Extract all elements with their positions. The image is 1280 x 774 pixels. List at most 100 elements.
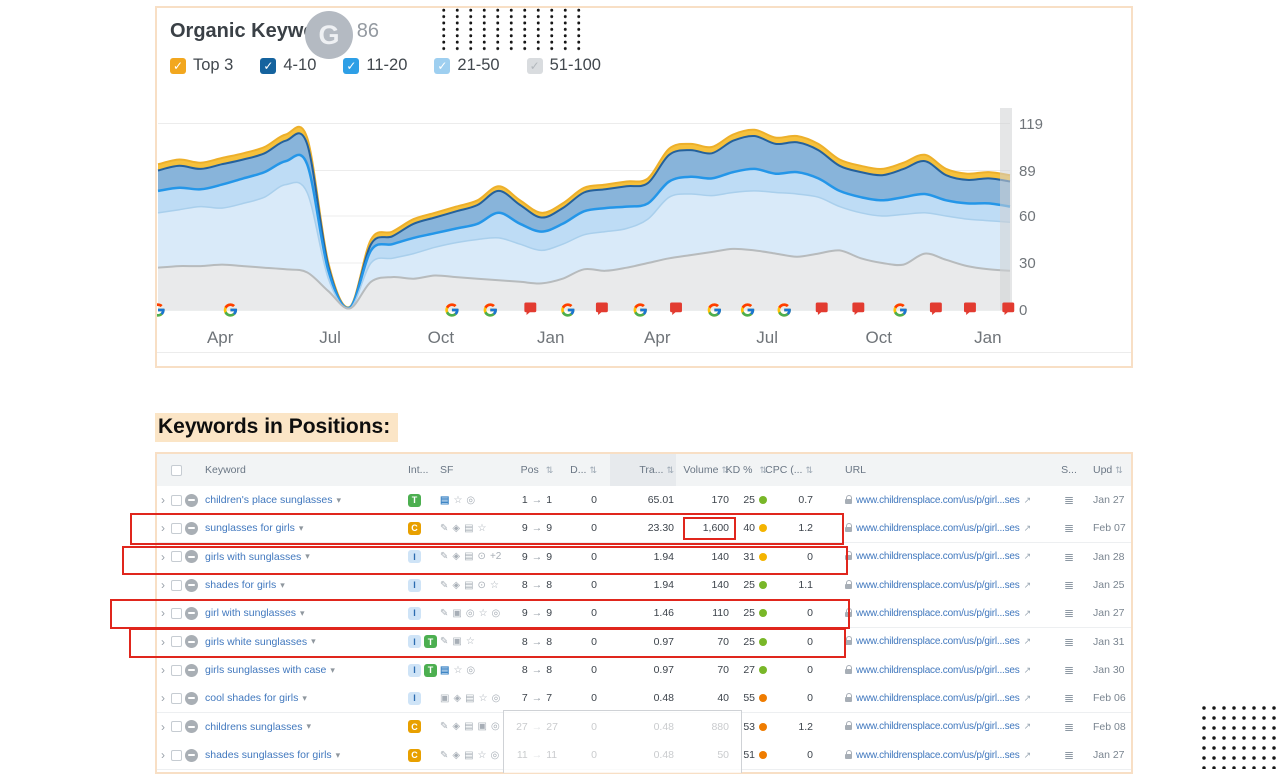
external-link-icon[interactable]: ↗ — [1023, 494, 1032, 505]
external-link-icon[interactable]: ↗ — [1023, 522, 1032, 533]
sort-icon[interactable]: ⇅ — [589, 464, 597, 475]
url-link[interactable]: www.childrensplace.com/us/p/girl...ses — [856, 636, 1020, 648]
serp-snapshot-icon[interactable]: ≣ — [1063, 663, 1075, 678]
keyword-dropdown-icon[interactable]: ▾ — [330, 664, 335, 675]
sort-icon[interactable]: ⇅ — [721, 464, 729, 475]
serp-snapshot-icon[interactable]: ≣ — [1063, 748, 1075, 763]
column-header-sf[interactable]: SF — [440, 464, 454, 476]
keyword-link[interactable]: shades for girls — [205, 579, 277, 592]
expand-chevron-icon[interactable]: › — [161, 719, 165, 734]
external-link-icon[interactable]: ↗ — [1023, 721, 1032, 732]
serp-snapshot-icon[interactable]: ≣ — [1063, 578, 1075, 593]
expand-chevron-icon[interactable]: › — [161, 521, 165, 536]
keyword-link[interactable]: childrens sunglasses — [205, 720, 303, 733]
legend-checkbox[interactable]: ✓ — [343, 57, 360, 74]
legend-item-51-100[interactable]: ✓ 51-100 — [526, 56, 601, 75]
expand-chevron-icon[interactable]: › — [161, 748, 165, 763]
sort-icon[interactable]: ⇅ — [545, 464, 554, 475]
note-pin-icon[interactable] — [595, 302, 608, 315]
expand-chevron-icon[interactable]: › — [161, 606, 165, 621]
sort-icon[interactable]: ⇅ — [1115, 464, 1123, 475]
keyword-link[interactable]: girls with sunglasses — [205, 550, 302, 563]
url-link[interactable]: www.childrensplace.com/us/p/girl...ses — [856, 551, 1020, 563]
row-checkbox[interactable] — [171, 636, 182, 648]
legend-item-11-20[interactable]: ✓ 11-20 — [343, 56, 407, 75]
row-checkbox[interactable] — [171, 749, 182, 761]
note-pin-icon[interactable] — [670, 302, 682, 315]
note-pin-icon[interactable] — [524, 302, 537, 315]
column-header-traffic[interactable]: Tra... ⇅ — [610, 454, 676, 486]
expand-chevron-icon[interactable]: › — [161, 549, 165, 564]
keyword-dropdown-icon[interactable]: ▾ — [300, 607, 305, 618]
column-header-intent[interactable]: Int... — [408, 464, 429, 476]
column-header-pos[interactable]: Pos ⇅ — [506, 454, 568, 486]
note-pin-icon[interactable] — [963, 302, 976, 315]
expand-chevron-icon[interactable]: › — [161, 493, 165, 507]
keyword-dropdown-icon[interactable]: ▾ — [302, 692, 307, 703]
serp-snapshot-icon[interactable]: ≣ — [1063, 606, 1075, 621]
url-link[interactable]: www.childrensplace.com/us/p/girl...ses — [856, 664, 1020, 676]
column-header-serp[interactable]: S... — [1061, 464, 1077, 476]
external-link-icon[interactable]: ↗ — [1023, 692, 1032, 703]
sort-icon[interactable]: ⇅ — [805, 464, 813, 475]
expand-chevron-icon[interactable]: › — [161, 634, 165, 649]
column-header-kd[interactable]: KD % ⇅ — [715, 454, 767, 486]
row-checkbox[interactable] — [171, 522, 182, 534]
url-link[interactable]: www.childrensplace.com/us/p/girl...ses — [856, 607, 1020, 619]
serp-snapshot-icon[interactable]: ≣ — [1063, 521, 1075, 536]
legend-item-21-50[interactable]: ✓ 21-50 — [434, 56, 500, 75]
column-header-url[interactable]: URL — [845, 464, 867, 476]
column-header-cpc[interactable]: CPC (... ⇅ — [765, 454, 813, 486]
keyword-dropdown-icon[interactable]: ▾ — [280, 579, 285, 590]
legend-checkbox[interactable]: ✓ — [434, 57, 451, 74]
note-pin-icon[interactable] — [852, 302, 865, 315]
column-header-volume[interactable]: Volume ⇅ — [683, 454, 729, 486]
column-header-keyword[interactable]: Keyword — [205, 464, 246, 476]
legend-item-top-3[interactable]: ✓ Top 3 — [170, 56, 233, 75]
row-checkbox[interactable] — [171, 721, 182, 733]
legend-checkbox[interactable]: ✓ — [170, 57, 186, 74]
external-link-icon[interactable]: ↗ — [1023, 607, 1032, 618]
column-header-diff[interactable]: D... ⇅ — [570, 454, 597, 486]
note-pin-icon[interactable] — [1002, 302, 1015, 315]
url-link[interactable]: www.childrensplace.com/us/p/girl...ses — [856, 494, 1020, 506]
sort-icon[interactable]: ⇅ — [666, 464, 674, 475]
legend-checkbox[interactable]: ✓ — [526, 57, 543, 74]
url-link[interactable]: www.childrensplace.com/us/p/girl...ses — [856, 692, 1020, 704]
expand-chevron-icon[interactable]: › — [161, 691, 165, 706]
row-checkbox[interactable] — [171, 551, 182, 563]
row-checkbox[interactable] — [171, 494, 182, 506]
serp-snapshot-icon[interactable]: ≣ — [1063, 493, 1075, 507]
keyword-dropdown-icon[interactable]: ▾ — [305, 551, 310, 562]
expand-chevron-icon[interactable]: › — [161, 663, 165, 678]
legend-item-4-10[interactable]: ✓ 4-10 — [260, 56, 316, 75]
keyword-dropdown-icon[interactable]: ▾ — [335, 749, 341, 760]
note-pin-icon[interactable] — [929, 302, 942, 315]
legend-checkbox[interactable]: ✓ — [260, 57, 277, 74]
external-link-icon[interactable]: ↗ — [1023, 551, 1032, 562]
row-checkbox[interactable] — [171, 692, 182, 704]
expand-chevron-icon[interactable]: › — [161, 578, 165, 593]
row-checkbox[interactable] — [171, 607, 182, 619]
external-link-icon[interactable]: ↗ — [1023, 579, 1032, 590]
row-checkbox[interactable] — [171, 579, 182, 591]
keyword-dropdown-icon[interactable]: ▾ — [311, 636, 316, 647]
url-link[interactable]: www.childrensplace.com/us/p/girl...ses — [856, 579, 1020, 591]
url-link[interactable]: www.childrensplace.com/us/p/girl...ses — [856, 522, 1020, 534]
external-link-icon[interactable]: ↗ — [1023, 664, 1032, 675]
url-link[interactable]: www.childrensplace.com/us/p/girl...ses — [856, 721, 1020, 733]
serp-snapshot-icon[interactable]: ≣ — [1063, 634, 1075, 649]
external-link-icon[interactable]: ↗ — [1023, 749, 1032, 760]
url-link[interactable]: www.childrensplace.com/us/p/girl...ses — [856, 749, 1020, 761]
keyword-dropdown-icon[interactable]: ▾ — [298, 522, 304, 533]
column-header-upd[interactable]: Upd ⇅ — [1093, 454, 1135, 486]
keyword-link[interactable]: shades sunglasses for girls — [205, 749, 332, 762]
external-link-icon[interactable]: ↗ — [1023, 636, 1032, 647]
keyword-dropdown-icon[interactable]: ▾ — [336, 494, 342, 505]
keyword-link[interactable]: cool shades for girls — [205, 692, 299, 705]
keyword-link[interactable]: girls white sunglasses — [205, 635, 308, 648]
sort-icon[interactable]: ⇅ — [759, 464, 767, 475]
select-all-checkbox[interactable] — [171, 464, 182, 476]
keyword-link[interactable]: girl with sunglasses — [205, 607, 297, 620]
keyword-dropdown-icon[interactable]: ▾ — [306, 721, 311, 732]
